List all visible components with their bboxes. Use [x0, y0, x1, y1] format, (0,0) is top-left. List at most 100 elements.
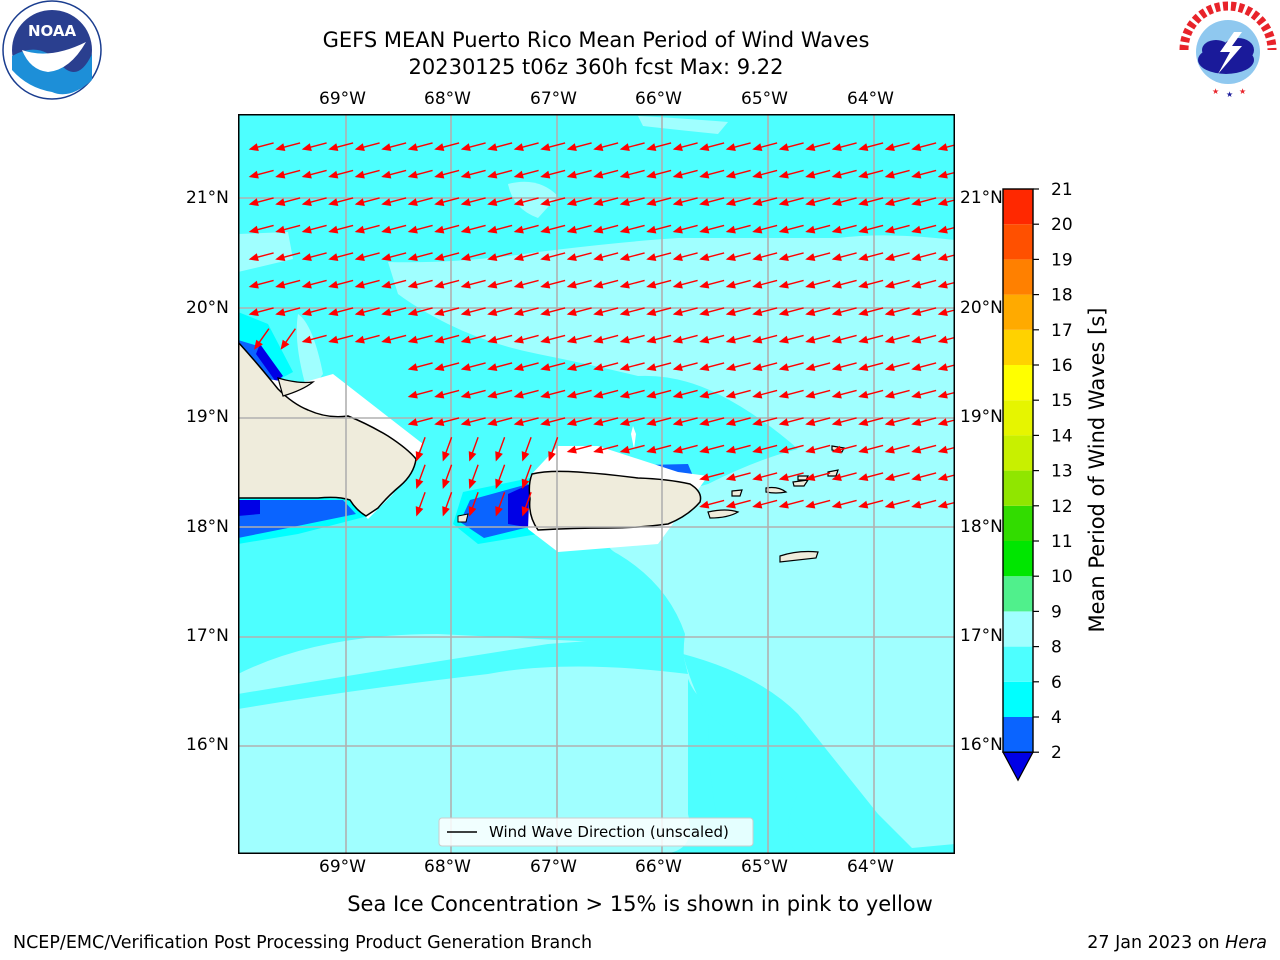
wind-wave-arrowhead [858, 500, 869, 509]
colorbar-segment [1003, 576, 1033, 612]
wind-wave-arrowhead [884, 170, 895, 179]
wind-wave-arrowhead [858, 418, 869, 427]
wind-wave-arrowhead [521, 506, 530, 517]
wind-wave-arrowhead [513, 280, 524, 289]
wind-wave-arrowhead [434, 280, 445, 289]
wind-wave-arrowhead [301, 225, 312, 234]
wind-wave-arrowhead [672, 445, 683, 454]
wind-wave-arrowhead [937, 225, 948, 234]
wind-wave-arrowhead [752, 500, 763, 509]
wind-wave-arrowhead [937, 363, 948, 372]
wind-wave-arrowhead [831, 253, 842, 262]
wind-wave-arrowhead [672, 335, 683, 344]
wind-wave-arrowhead [434, 225, 445, 234]
wind-wave-arrowhead [566, 335, 577, 344]
lon-tick-bottom: 67°W [530, 857, 577, 877]
wind-wave-arrowhead [646, 445, 657, 454]
wind-wave-arrowhead [858, 225, 869, 234]
wind-wave-arrowhead [513, 253, 524, 262]
graticule [238, 114, 955, 854]
wind-wave-arrowhead [778, 308, 789, 317]
wind-wave-arrowhead [381, 170, 392, 179]
map-frame [238, 114, 955, 854]
wind-wave-arrowhead [646, 335, 657, 344]
wind-wave-arrowhead [593, 225, 604, 234]
wind-wave-arrowhead [911, 280, 922, 289]
wind-wave-arrowhead [407, 308, 418, 317]
colorbar-tick-label: 12 [1051, 497, 1073, 517]
wind-wave-arrowhead [911, 500, 922, 509]
wind-wave-arrowhead [911, 253, 922, 262]
footer-date-text: 27 Jan 2023 on [1087, 933, 1226, 953]
lat-tick-right: 18°N [960, 517, 1003, 537]
wind-wave-arrowhead [805, 225, 816, 234]
wind-wave-arrowhead [725, 143, 736, 152]
wind-wave-arrowhead [752, 253, 763, 262]
wind-wave-arrowhead [460, 335, 471, 344]
lon-tick-bottom: 68°W [424, 857, 471, 877]
wind-wave-arrowhead [884, 500, 895, 509]
wind-wave-arrowhead [858, 335, 869, 344]
wind-wave-arrowhead [566, 253, 577, 262]
wind-wave-arrowhead [248, 225, 259, 234]
wind-wave-arrowhead [407, 418, 418, 427]
wind-wave-arrowhead [699, 445, 710, 454]
wind-wave-arrowhead [434, 390, 445, 399]
wind-wave-arrowhead [415, 451, 424, 462]
lon-tick-bottom: 66°W [635, 857, 682, 877]
wind-wave-arrowhead [407, 143, 418, 152]
wind-wave-arrowhead [884, 390, 895, 399]
wind-wave-arrowhead [566, 418, 577, 427]
colorbar-tick-label: 17 [1051, 321, 1073, 341]
wind-wave-arrowhead [381, 225, 392, 234]
noaa-logo-icon: NOAA [2, 0, 102, 100]
lon-tick-bottom: 65°W [741, 857, 788, 877]
wind-wave-arrowhead [937, 308, 948, 317]
wind-wave-arrowhead [434, 170, 445, 179]
wind-wave-arrowhead [778, 473, 789, 482]
wind-wave-arrowhead [831, 308, 842, 317]
colorbar-tick-label: 13 [1051, 462, 1073, 482]
wind-wave-arrowhead [460, 253, 471, 262]
lat-tick-left: 20°N [186, 298, 229, 318]
map-legend: Wind Wave Direction (unscaled) [438, 817, 754, 847]
wind-wave-arrowhead [884, 143, 895, 152]
wind-wave-arrowhead [884, 280, 895, 289]
island-mona [457, 513, 469, 523]
wind-wave-arrowhead [460, 363, 471, 372]
puerto-rico-land [528, 470, 702, 531]
wind-wave-arrowhead [831, 363, 842, 372]
wind-wave-arrowhead [672, 280, 683, 289]
colorbar-tick-label: 11 [1051, 532, 1073, 552]
wind-wave-arrowhead [301, 280, 312, 289]
lon-tick-bottom: 64°W [847, 857, 894, 877]
wind-wave-arrowhead [593, 308, 604, 317]
wind-wave-arrowhead [778, 390, 789, 399]
wind-wave-arrowhead [646, 280, 657, 289]
wind-wave-arrowhead [725, 253, 736, 262]
wind-wave-arrowhead [911, 170, 922, 179]
wind-wave-arrowhead [415, 506, 424, 517]
wind-wave-arrowhead [805, 280, 816, 289]
wind-wave-arrowhead [407, 253, 418, 262]
wind-wave-arrowhead [407, 170, 418, 179]
lat-tick-left: 16°N [186, 735, 229, 755]
lat-tick-left: 21°N [186, 188, 229, 208]
wind-wave-arrowhead [593, 418, 604, 427]
wind-wave-arrowhead [805, 308, 816, 317]
wind-wave-arrowhead [407, 363, 418, 372]
wind-wave-arrowhead [937, 390, 948, 399]
wind-wave-arrowhead [566, 390, 577, 399]
wind-wave-arrowhead [301, 308, 312, 317]
wind-wave-arrowhead [752, 418, 763, 427]
wind-wave-arrowhead [619, 143, 630, 152]
colorbar-segment [1003, 294, 1033, 330]
colorbar-segment [1003, 400, 1033, 436]
wind-wave-arrowhead [858, 363, 869, 372]
wind-wave-arrowhead [937, 198, 948, 207]
wind-wave-arrowhead [725, 445, 736, 454]
wind-wave-arrowhead [566, 445, 577, 454]
colorbar-segment [1003, 365, 1033, 401]
wind-wave-arrowhead [521, 478, 530, 489]
wind-wave-arrowhead [805, 418, 816, 427]
